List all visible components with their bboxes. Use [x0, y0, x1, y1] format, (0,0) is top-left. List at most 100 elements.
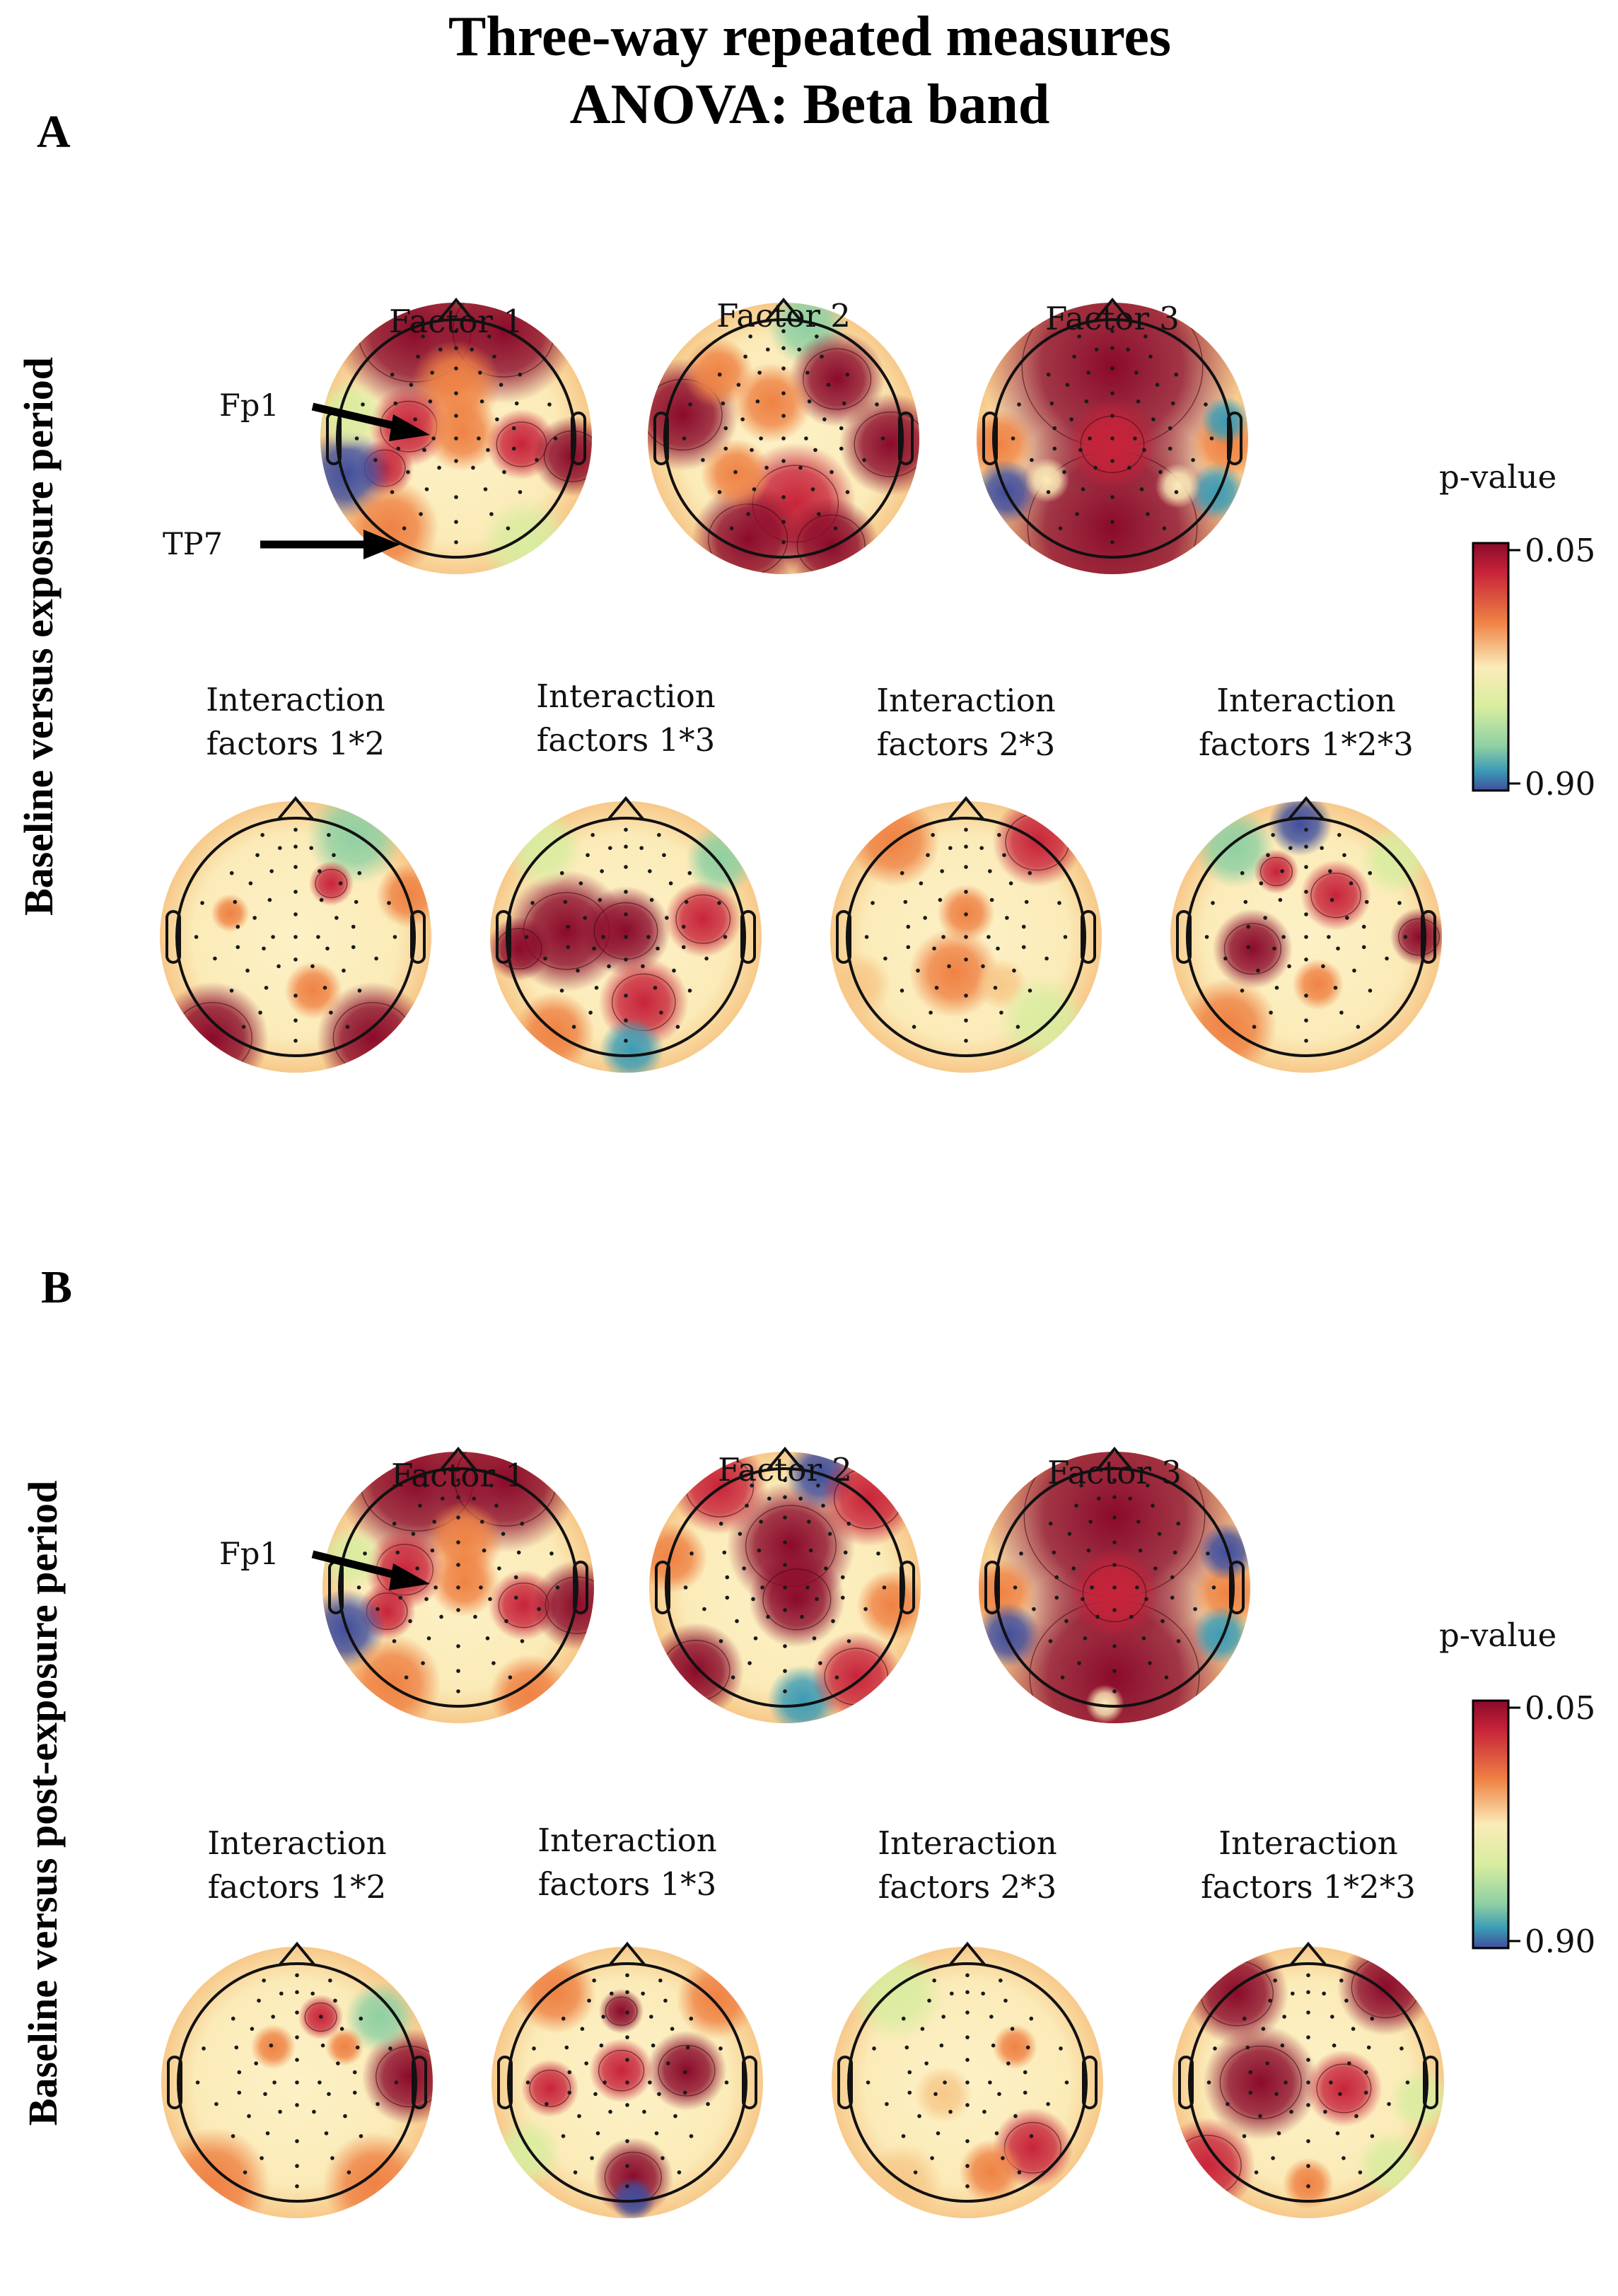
topomap-region-sig_dark	[646, 2030, 727, 2111]
electrode-dot	[965, 1973, 970, 1978]
electrode-dot	[871, 901, 875, 905]
electrode-dot	[1242, 2016, 1247, 2021]
electrode-dot	[997, 833, 1001, 837]
panel-a-row-label: Baseline versus exposure period	[16, 357, 62, 916]
electrode-dot	[783, 1689, 787, 1694]
electrode-dot	[248, 881, 253, 885]
topomap-title: Interaction	[1216, 682, 1396, 719]
electrode-dot	[293, 957, 298, 962]
electrode-dot	[1335, 2131, 1340, 2135]
electrode-dot	[1049, 401, 1054, 406]
electrode-dot	[547, 402, 552, 407]
electrode-dot	[1284, 2080, 1288, 2085]
electrode-dot	[1129, 1614, 1134, 1619]
electrode-dot	[999, 1979, 1003, 1983]
right-ear	[412, 2056, 427, 2109]
annotation-label: Fp1	[219, 1537, 279, 1572]
right-ear	[1082, 2056, 1098, 2109]
electrode-dot	[1174, 490, 1179, 494]
electrode-dot	[682, 2090, 687, 2095]
topomap-region-cream	[1086, 1684, 1124, 1723]
electrode-dot	[718, 2046, 723, 2051]
electrode-dot	[1358, 2170, 1363, 2174]
electrode-dot	[329, 1010, 333, 1015]
electrode-dot	[1013, 1585, 1018, 1590]
electrode-dot	[964, 935, 968, 939]
head-outline	[665, 1467, 905, 1708]
electrode-dot	[760, 1585, 764, 1590]
electrode-dot	[934, 986, 939, 990]
electrode-dot	[418, 1503, 422, 1508]
electrode-dot	[683, 1585, 688, 1590]
electrode-dot	[241, 1025, 246, 1029]
electrode-dot	[482, 1548, 487, 1553]
electrode-dot	[316, 935, 320, 939]
electrode-dot	[1306, 1990, 1310, 1995]
electrode-dot	[1112, 1608, 1117, 1612]
electrode-dot	[1306, 2103, 1310, 2107]
electrode-dot	[1064, 1619, 1069, 1624]
topomap-region-orange	[429, 1546, 500, 1617]
electrode-dot	[673, 2114, 677, 2119]
electrode-dot	[965, 2035, 970, 2039]
electrode-dot	[561, 2134, 566, 2138]
topomap-contour	[598, 2049, 645, 2092]
electrode-dot	[930, 2156, 934, 2160]
electrode-dot	[345, 1025, 350, 1029]
electrode-dot	[965, 2010, 970, 2015]
topomap-region-pale_green	[322, 1525, 384, 1590]
electrode-dot	[327, 833, 331, 837]
electrode-dot	[416, 354, 420, 359]
topomap-region-sig_red	[664, 880, 742, 958]
electrode-dot	[1370, 2016, 1375, 2021]
electrode-dot	[1112, 1689, 1117, 1694]
topomap-title: Interaction	[207, 1824, 387, 1862]
electrode-dot	[454, 436, 458, 441]
nose	[609, 1941, 646, 1966]
electrode-dot	[783, 1644, 787, 1648]
electrode-dot	[1065, 383, 1070, 387]
electrode-dot	[920, 2027, 925, 2031]
electrode-dot	[766, 347, 770, 352]
electrode-dot	[1405, 2080, 1410, 2085]
electrode-dot	[489, 1484, 494, 1488]
electrode-dot	[940, 869, 944, 873]
panel-a-maps: Factor 1 Factor 2 Factor 3 Interaction facto…	[160, 297, 1442, 1073]
electrode-dot	[293, 935, 298, 939]
electrode-dot	[933, 2092, 938, 2097]
electrode-dot	[478, 371, 482, 375]
electrode-dot	[489, 512, 494, 516]
electrode-dot	[677, 2170, 682, 2174]
electrode-dot	[1141, 1636, 1146, 1641]
electrode-dot	[718, 1521, 723, 1526]
electrode-dot	[324, 2131, 329, 2135]
electrode-dot	[491, 1661, 496, 1665]
electrode-dot	[1072, 354, 1076, 359]
electrode-dot	[1322, 1991, 1326, 1996]
electrode-dot	[402, 526, 407, 530]
topomap-contour	[648, 378, 723, 451]
electrode-dot	[624, 957, 628, 962]
electrode-dot	[717, 490, 722, 494]
electrode-dot	[583, 916, 587, 920]
electrode-dot	[415, 1566, 419, 1571]
electrode-dot	[513, 1575, 518, 1580]
electrode-dot	[1385, 956, 1389, 961]
head-outline	[1186, 817, 1426, 1057]
electrode-dot	[580, 2027, 585, 2031]
electrode-dot	[376, 2102, 380, 2106]
electrode-dot	[1155, 383, 1160, 387]
electrode-dot	[781, 540, 786, 544]
electrode-dot	[319, 897, 324, 902]
electrode-dot	[1304, 865, 1308, 869]
electrode-dot	[919, 881, 924, 885]
electrode-dot	[1288, 846, 1293, 851]
electrode-dot	[625, 2010, 629, 2015]
topomap-region-sig_dark	[748, 1551, 845, 1648]
electrode-dot	[938, 897, 943, 902]
electrode-dot	[1011, 436, 1015, 441]
electrode-dot	[1023, 2090, 1028, 2095]
electrode-dot	[1327, 935, 1331, 939]
topomap-region-orange	[342, 479, 439, 574]
electrode-dot	[941, 935, 945, 939]
